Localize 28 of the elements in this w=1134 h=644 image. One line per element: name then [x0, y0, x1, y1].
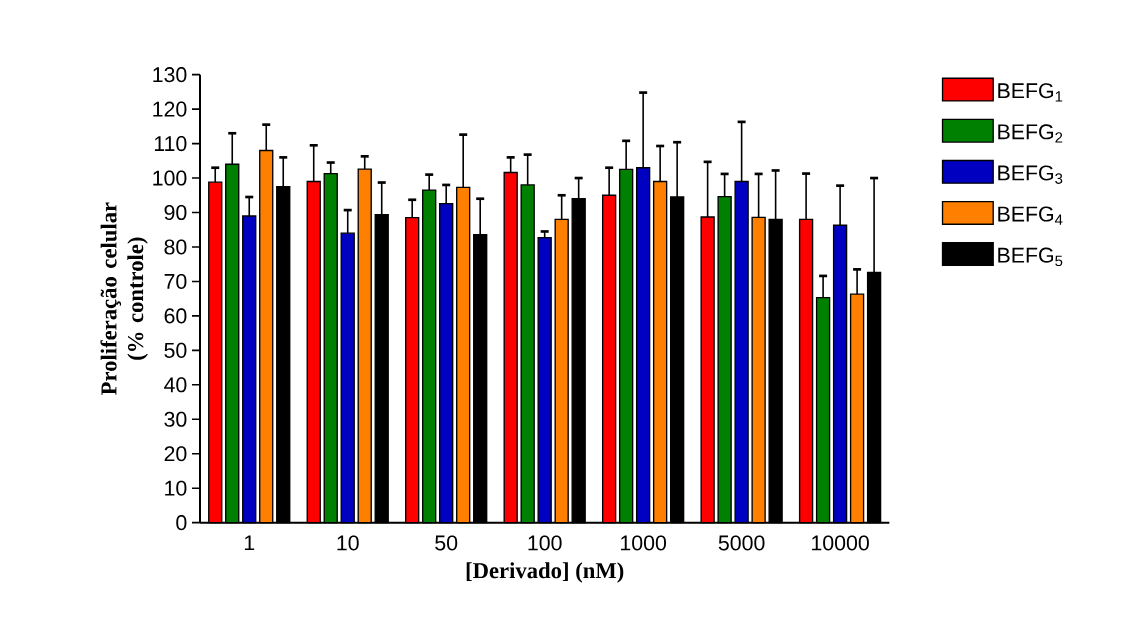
y-tick-label: 70: [164, 273, 187, 289]
y-tick-label: 40: [164, 377, 187, 393]
x-tick-label: 5000: [718, 535, 765, 551]
x-tick-label: 50: [435, 535, 458, 551]
legend-label: BEFG$_{2}$: [998, 124, 1063, 143]
y-tick-label: 120: [153, 101, 187, 117]
y-tick-label: 20: [164, 446, 187, 462]
y-tick-label: 110: [154, 136, 187, 152]
legend-label: BEFG$_{1}$: [998, 83, 1063, 102]
y-tick-label: 130: [153, 67, 187, 83]
x-tick-label: 100: [528, 535, 562, 551]
x-tick-label: 10: [337, 535, 359, 551]
y-tick-label: 50: [164, 342, 187, 358]
x-tick-label: 1: [244, 535, 255, 551]
legend-label: BEFG$_{4}$: [998, 206, 1063, 225]
legend-label: BEFG$_{5}$: [998, 247, 1063, 267]
y-axis-title: Proliferação celular (% controle): [100, 202, 148, 395]
legend-label: BEFG$_{3}$: [998, 165, 1063, 184]
y-tick-label: 10: [165, 480, 187, 496]
y-tick-label: 80: [164, 239, 187, 255]
y-tick-label: 0: [176, 515, 187, 531]
y-tick-label: 90: [164, 204, 187, 221]
x-tick-label: 1000: [621, 535, 667, 551]
y-tick-label: 30: [164, 411, 187, 427]
y-tick-label: 100: [153, 170, 187, 186]
y-tick-label: 60: [164, 308, 187, 324]
x-axis-title: [Derivado] (nM): [466, 562, 624, 583]
x-tick-label: 10000: [812, 535, 869, 551]
